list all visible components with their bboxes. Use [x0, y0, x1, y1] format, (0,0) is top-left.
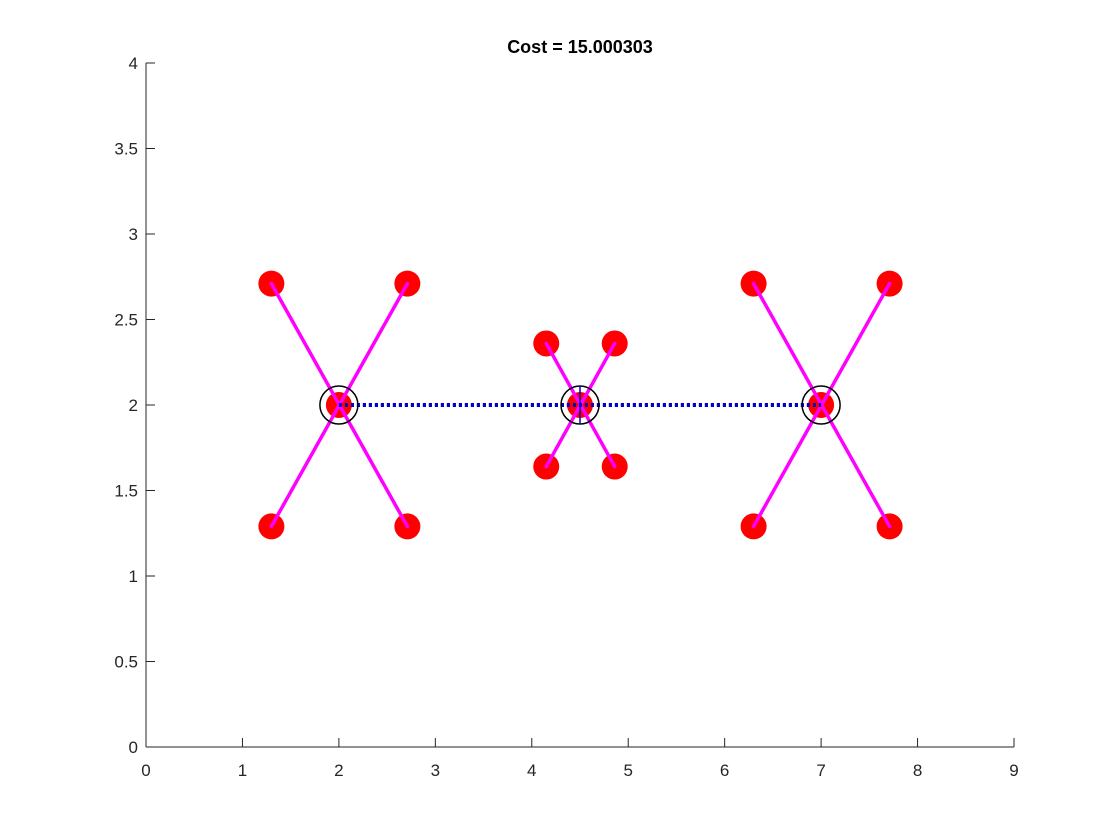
y-tick-label-5: 2.5: [114, 311, 138, 330]
plot-area: [258, 270, 903, 540]
x-tick-label-4: 4: [527, 761, 536, 780]
y-tick-label-1: 0.5: [114, 653, 138, 672]
x-tick-label-1: 1: [238, 761, 247, 780]
y-tick-label-8: 4: [129, 54, 138, 73]
x-tick-label-8: 8: [913, 761, 922, 780]
x-tick-label-7: 7: [816, 761, 825, 780]
hub-circle-0: [319, 385, 359, 425]
x-tick-label-3: 3: [431, 761, 440, 780]
x-tick-label-5: 5: [623, 761, 632, 780]
y-tick-label-6: 3: [129, 225, 138, 244]
hub-circle-2: [801, 385, 841, 425]
y-tick-label-2: 1: [129, 567, 138, 586]
x-tick-label-9: 9: [1009, 761, 1018, 780]
y-tick-label-0: 0: [129, 738, 138, 757]
y-tick-label-7: 3.5: [114, 140, 138, 159]
spoke-line-5: [751, 281, 892, 529]
axes: 0 1 2 3 4 5 6 7 8 9 0 0.5 1 1.5 2 2.5 3 3.5 4: [114, 54, 1018, 780]
x-tick-label-0: 0: [141, 761, 150, 780]
y-tick-label-3: 1.5: [114, 482, 138, 501]
x-tick-label-2: 2: [334, 761, 343, 780]
x-tick-label-6: 6: [720, 761, 729, 780]
chart-title: Cost = 15.000303: [507, 37, 653, 57]
y-tick-label-4: 2: [129, 396, 138, 415]
